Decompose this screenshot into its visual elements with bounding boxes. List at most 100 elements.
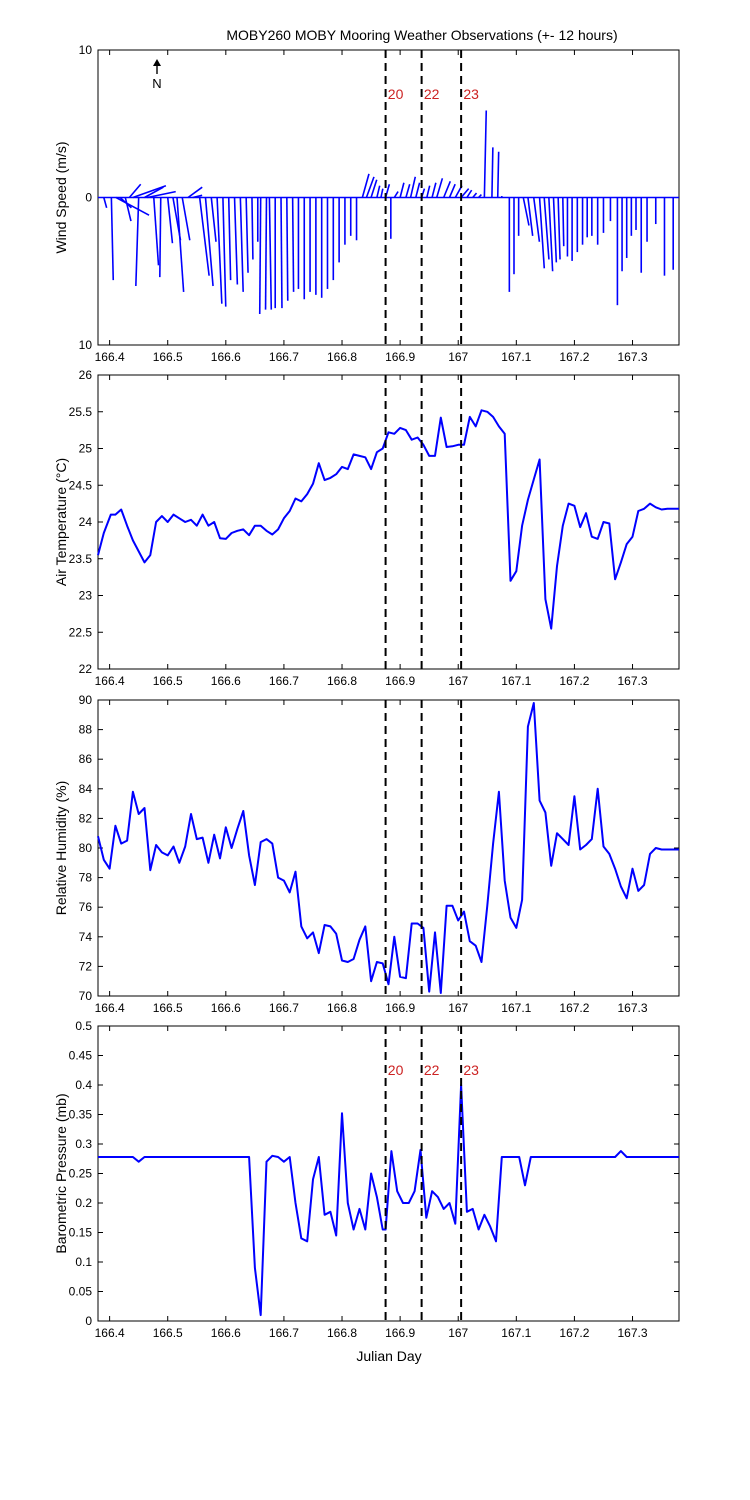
y-tick-label: 86 — [79, 752, 93, 766]
y-tick-label: 0.3 — [75, 1137, 92, 1151]
x-tick-label: 167.1 — [501, 1326, 531, 1340]
y-tick-label: 22.5 — [69, 625, 93, 639]
x-tick-label: 166.4 — [95, 674, 125, 688]
data-series-line — [98, 1084, 679, 1317]
wind-vector — [426, 185, 431, 198]
x-tick-label: 167 — [448, 350, 468, 364]
x-tick-label: 166.9 — [385, 1001, 415, 1015]
event-marker-label: 23 — [463, 1062, 479, 1078]
y-tick-label: 23.5 — [69, 552, 93, 566]
y-tick-label: 72 — [79, 959, 93, 973]
wind-vector — [435, 178, 444, 198]
wind-vector — [103, 197, 108, 209]
wind-vector — [370, 179, 378, 198]
wind-vector — [159, 197, 162, 278]
wind-vector — [532, 197, 541, 242]
wind-vector — [472, 192, 478, 199]
y-tick-label: 80 — [79, 841, 93, 855]
north-arrow-head — [153, 59, 161, 66]
event-marker-label: 23 — [463, 86, 479, 102]
x-tick-label: 166.9 — [385, 350, 415, 364]
wind-vector — [152, 197, 160, 266]
panel-2: 166.4 166.5 166.6 166.7 166.8 166.9 167 167.1 16… — [53, 368, 680, 688]
wind-vector — [399, 182, 405, 198]
wind-vector — [128, 183, 142, 199]
y-tick-label: 24.5 — [69, 478, 93, 492]
wind-vector — [405, 184, 411, 198]
wind-vector — [442, 180, 452, 198]
wind-vector — [409, 176, 417, 198]
wind-vector — [543, 197, 550, 260]
x-tick-label: 166.5 — [153, 1326, 183, 1340]
wind-vector — [216, 197, 223, 304]
x-tick-label: 167.2 — [559, 1001, 589, 1015]
y-tick-label: 0.15 — [69, 1226, 93, 1240]
wind-vector — [460, 188, 470, 199]
wind-vector — [181, 197, 191, 241]
wind-vector — [245, 197, 249, 273]
x-tick-label: 166.6 — [211, 350, 241, 364]
wind-vector — [132, 184, 167, 199]
y-tick-label: 74 — [79, 930, 93, 944]
wind-vector — [491, 147, 494, 198]
y-tick-label: 0.25 — [69, 1167, 93, 1181]
x-tick-label: 167.3 — [618, 674, 648, 688]
x-tick-label: 166.4 — [95, 350, 125, 364]
x-tick-label: 166.7 — [269, 350, 299, 364]
y-tick-label: 82 — [79, 811, 93, 825]
x-tick-label: 166.9 — [385, 674, 415, 688]
wind-vector — [365, 176, 375, 198]
x-tick-label: 167 — [448, 674, 468, 688]
x-tick-label: 166.8 — [327, 350, 357, 364]
wind-vector — [361, 173, 370, 198]
north-label: N — [152, 76, 161, 91]
x-tick-label: 166.8 — [327, 1326, 357, 1340]
x-tick-label: 166.8 — [327, 674, 357, 688]
x-tick-label: 167.1 — [501, 674, 531, 688]
x-tick-label: 166.6 — [211, 1326, 241, 1340]
y-tick-label: 84 — [79, 782, 93, 796]
axes-frame — [97, 1025, 680, 1322]
event-marker-label: 20 — [388, 1062, 404, 1078]
x-axis-label: Julian Day — [356, 1348, 421, 1364]
x-tick-label: 166.9 — [385, 1326, 415, 1340]
wind-vector — [522, 197, 530, 226]
panel-1: 166.4 166.5 166.6 166.7 166.8 166.9 167 167.1 16… — [53, 43, 680, 364]
wind-vector — [251, 197, 254, 260]
wind-vector — [496, 151, 500, 198]
x-tick-label: 166.7 — [269, 1326, 299, 1340]
wind-vector — [239, 197, 244, 292]
y-tick-label: 0.2 — [75, 1196, 92, 1210]
wind-vector — [147, 190, 176, 199]
wind-vector — [448, 183, 456, 198]
wind-vector — [210, 197, 217, 242]
x-tick-label: 167.3 — [618, 1326, 648, 1340]
y-tick-label: 24 — [79, 515, 93, 529]
wind-vector — [431, 182, 437, 198]
event-marker-label: 22 — [424, 1062, 440, 1078]
wind-vector — [268, 197, 273, 310]
y-tick-label: 23 — [79, 589, 93, 603]
x-tick-label: 167 — [448, 1326, 468, 1340]
y-tick-label: 26 — [79, 368, 93, 382]
x-tick-label: 167.2 — [559, 674, 589, 688]
wind-vector — [291, 197, 295, 292]
y-tick-label: 10 — [79, 43, 93, 57]
event-marker-label: 22 — [424, 86, 440, 102]
wind-vector — [548, 197, 554, 272]
wind-vector — [110, 197, 115, 281]
wind-vector — [187, 186, 203, 199]
wind-vector — [466, 189, 473, 198]
x-tick-label: 166.4 — [95, 1326, 125, 1340]
y-tick-label: 0.1 — [75, 1255, 92, 1269]
figure-title: MOBY260 MOBY Mooring Weather Observation… — [226, 27, 617, 43]
wind-vector — [135, 197, 140, 287]
wind-vector — [166, 197, 174, 244]
y-tick-label: 0.05 — [69, 1285, 93, 1299]
wind-vector — [415, 182, 421, 198]
wind-vector — [380, 188, 384, 198]
x-tick-label: 166.6 — [211, 1001, 241, 1015]
wind-vector — [527, 197, 534, 236]
y-tick-label: 25 — [79, 442, 93, 456]
